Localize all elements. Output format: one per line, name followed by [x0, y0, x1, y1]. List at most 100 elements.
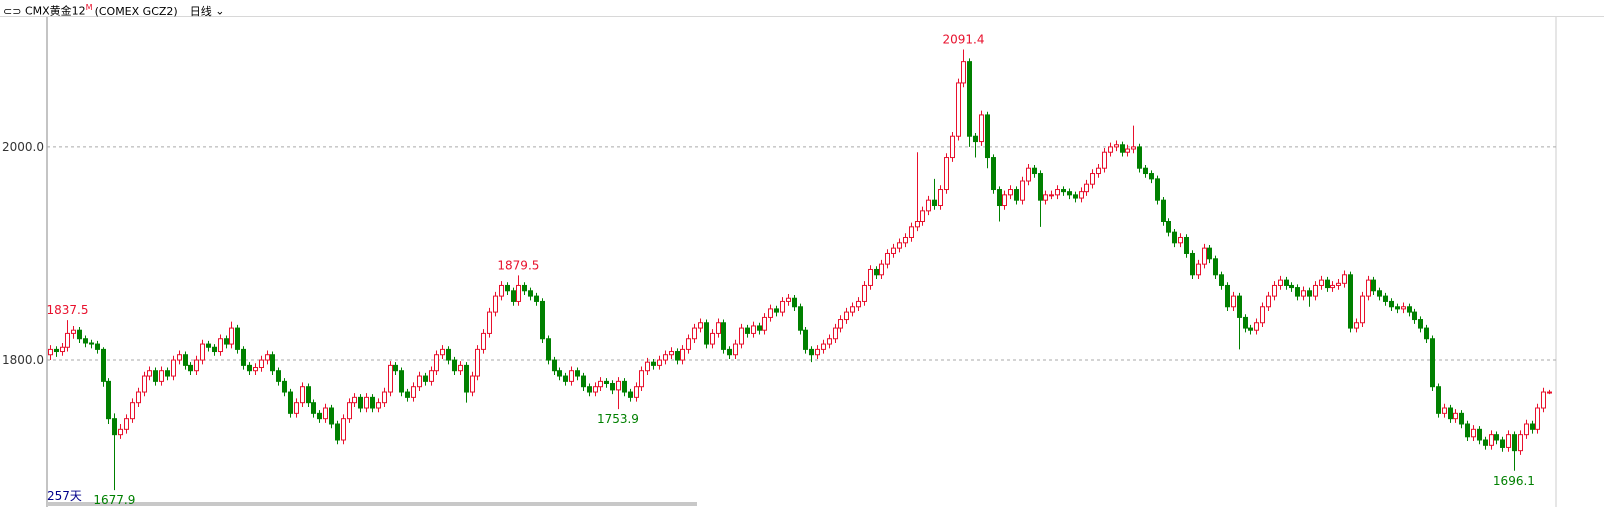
high-label: 2091.4	[942, 32, 984, 46]
candle-body	[710, 332, 715, 345]
candle-body	[136, 391, 141, 404]
candle-body	[1307, 290, 1312, 297]
candle-body	[1383, 295, 1388, 302]
candle-body	[1366, 279, 1371, 297]
candle-body	[587, 386, 592, 393]
candle-body	[956, 82, 961, 137]
candle-body	[997, 189, 1002, 207]
candle-body	[1342, 274, 1347, 284]
candle-body	[733, 343, 738, 356]
candle-body	[1407, 306, 1412, 313]
candle-body	[352, 396, 357, 404]
candle-body	[1219, 274, 1224, 286]
candle-body	[686, 338, 691, 350]
superscript: M	[85, 3, 93, 12]
candle-body	[200, 343, 205, 361]
candle-body	[1500, 439, 1505, 448]
candle-body	[1395, 306, 1400, 310]
period-select[interactable]: 日线	[189, 4, 212, 18]
candle-body	[306, 386, 311, 404]
candle-body	[235, 327, 240, 350]
candle-body	[1067, 191, 1072, 196]
candle-body	[1506, 434, 1511, 448]
candle-body	[1079, 191, 1084, 199]
candle-body	[1102, 151, 1107, 169]
candle-body	[575, 370, 580, 377]
instrument-name[interactable]: CMX黄金12	[24, 4, 86, 18]
candle-body	[879, 263, 884, 276]
candle-body	[897, 242, 902, 249]
candle-body	[276, 370, 281, 382]
candle-body	[470, 375, 475, 393]
candle-body	[317, 412, 322, 420]
candle-body	[417, 375, 422, 388]
candle-body	[616, 380, 621, 391]
candle-body	[83, 338, 88, 344]
candle-body	[241, 348, 246, 366]
scrollbar[interactable]	[47, 502, 697, 506]
candle-body	[393, 364, 398, 372]
candle-body	[171, 359, 176, 377]
candle-body	[680, 348, 685, 361]
candle-body	[60, 346, 65, 353]
candle-body	[177, 354, 182, 361]
candle-body	[1114, 144, 1119, 148]
low-label: 1753.9	[597, 412, 639, 426]
candle-body	[610, 383, 615, 391]
candle-body	[1530, 423, 1535, 430]
candle-body	[1512, 434, 1517, 452]
icon[interactable]: ⊂⊃	[3, 4, 25, 18]
candle-body	[1489, 434, 1494, 446]
candle-body	[786, 297, 791, 302]
candle-body	[329, 407, 334, 425]
dropdown-arrow[interactable]: ⌄	[211, 4, 225, 18]
candle-body	[920, 210, 925, 222]
candle-body	[71, 329, 76, 334]
candle-body	[1020, 180, 1025, 201]
candle-body	[440, 348, 445, 356]
candle-body	[429, 370, 434, 382]
candle-body	[885, 252, 890, 265]
candle-body	[1155, 178, 1160, 201]
candle-body	[1465, 423, 1470, 438]
candle-body	[224, 338, 229, 345]
candle-body	[54, 348, 59, 353]
candle-body	[165, 370, 170, 377]
candle-body	[1196, 263, 1201, 276]
candle-body	[358, 396, 363, 409]
candle-body	[458, 364, 463, 372]
candle-body	[1055, 189, 1060, 196]
candle-body	[815, 348, 820, 356]
candle-body	[938, 189, 943, 207]
candle-body	[300, 386, 305, 404]
candle-body	[1524, 423, 1529, 436]
candle-body	[552, 359, 557, 372]
candle-body	[739, 327, 744, 345]
candle-body	[944, 157, 949, 191]
candle-body	[704, 322, 709, 345]
candle-body	[1418, 319, 1423, 329]
candle-body	[850, 306, 855, 313]
candle-body	[1471, 428, 1476, 438]
candle-body	[727, 348, 732, 356]
candle-body	[1448, 407, 1453, 420]
candle-body	[891, 247, 896, 254]
candle-body	[874, 268, 879, 276]
candle-body	[856, 300, 861, 308]
candle-body	[95, 343, 100, 350]
candle-body	[1026, 167, 1031, 182]
candle-body	[716, 322, 721, 334]
candle-body	[604, 380, 609, 384]
candle-body	[1084, 183, 1089, 193]
candle-body	[1377, 290, 1382, 297]
candle-body	[1225, 284, 1230, 308]
candle-body	[464, 364, 469, 393]
candle-body	[1354, 322, 1359, 329]
candle-body	[142, 375, 147, 393]
candle-body	[651, 361, 656, 366]
candle-body	[516, 284, 521, 302]
candle-body	[212, 346, 217, 353]
candle-body	[1424, 327, 1429, 340]
candle-body	[1278, 279, 1283, 286]
